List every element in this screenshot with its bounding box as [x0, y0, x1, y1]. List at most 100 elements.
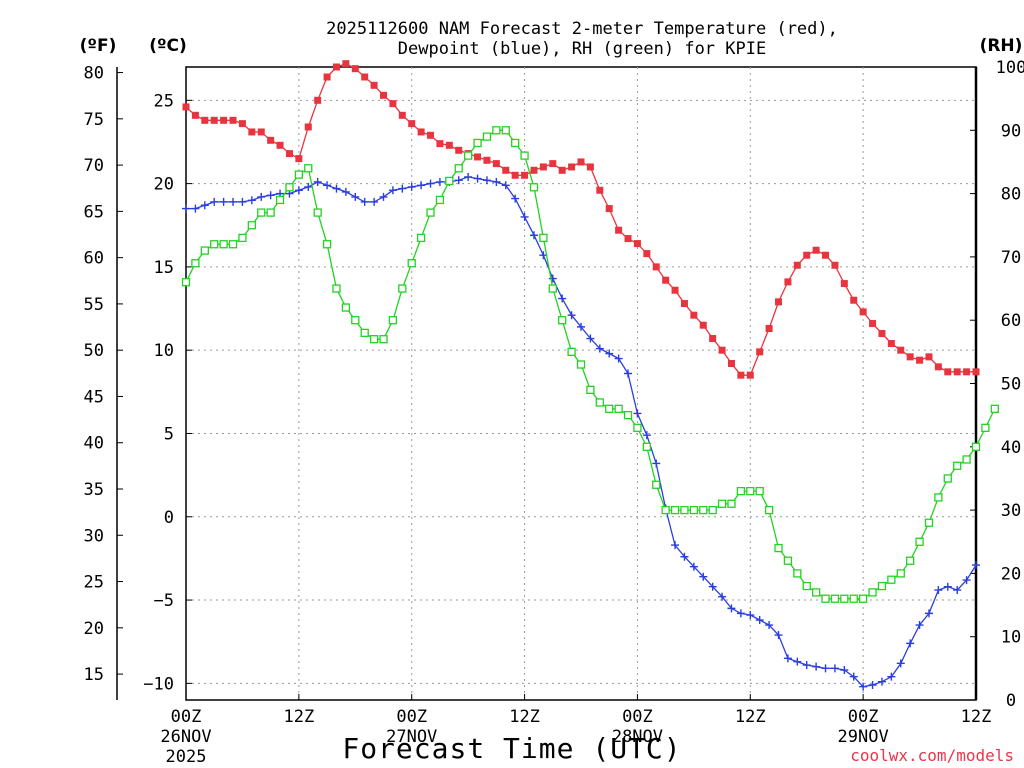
rh-point [200, 246, 209, 255]
rh-point [285, 183, 294, 192]
temperature-point [276, 141, 284, 149]
rh-point [821, 594, 830, 603]
series-layer [181, 60, 999, 691]
x-tick-label: 12Z [509, 707, 540, 727]
rh-point [783, 556, 793, 565]
rh-tick-label: 90 [1001, 121, 1021, 141]
rh-point [275, 195, 285, 205]
dewpoint-point [266, 191, 275, 200]
dewpoint-point [793, 657, 802, 666]
rh-point [868, 588, 877, 597]
fahrenheit-tick-label: 60 [84, 249, 104, 269]
temperature-point [765, 325, 773, 333]
rh-tick-label: 0 [1006, 691, 1016, 711]
dewpoint-point [868, 681, 877, 690]
dewpoint-point [332, 184, 341, 193]
temperature-point [850, 296, 858, 304]
rh-point [181, 278, 191, 287]
dewpoint-point [708, 582, 717, 591]
rh-point [849, 594, 858, 603]
dewpoint-point [407, 182, 416, 191]
x-date-label: 28NOV [612, 727, 663, 747]
temperature-point [972, 368, 980, 376]
dewpoint-point [821, 664, 830, 673]
rh-point [764, 505, 774, 515]
rh-point [670, 505, 680, 515]
rh-point [501, 126, 510, 135]
celsius-tick-label: 20 [154, 175, 174, 195]
rh-point [238, 233, 247, 243]
series-rh [181, 126, 999, 603]
dewpoint-point [313, 177, 322, 186]
rh-point [511, 138, 520, 148]
temperature-point [521, 171, 529, 179]
dewpoint-point [435, 177, 444, 186]
temperature-point [474, 153, 482, 161]
rh-point [896, 569, 905, 578]
dewpoint-point [417, 181, 426, 190]
temperature-point [793, 261, 801, 269]
temperature-point [295, 155, 303, 163]
temperature-point [586, 163, 594, 171]
rh-unit-label: (RH) [980, 36, 1023, 56]
dewpoint-point [718, 592, 727, 601]
temperature-point [615, 226, 623, 234]
rh-point [379, 335, 388, 344]
dewpoint-point [802, 661, 811, 670]
rh-point [435, 195, 445, 205]
fahrenheit-tick-label: 15 [84, 665, 104, 685]
dewpoint-point [727, 604, 736, 613]
temperature-point [427, 131, 435, 139]
rh-point [652, 480, 661, 489]
rh-point [962, 455, 971, 464]
dewpoint-point [341, 187, 350, 196]
rh-point [388, 316, 398, 325]
temperature-point [605, 205, 613, 213]
dewpoint-point [257, 192, 266, 201]
temperature-point [539, 163, 547, 171]
rh-point [605, 404, 614, 413]
dewpoint-point [454, 176, 463, 185]
temperature-point [201, 116, 209, 124]
series-2-meter-temperature [182, 60, 980, 379]
temperature-point [925, 353, 933, 361]
dewpoint-point [473, 174, 482, 183]
rh-point [558, 316, 567, 325]
temperature-point [285, 150, 293, 158]
dewpoint-point [699, 572, 708, 581]
temperature-point [859, 308, 867, 316]
rh-point [473, 138, 482, 148]
temperature-point [812, 246, 820, 254]
rh-point [802, 581, 811, 591]
rh-point [416, 233, 426, 243]
temperature-point [380, 91, 387, 99]
temperature-point [417, 128, 425, 136]
dewpoint-point [830, 664, 839, 673]
rh-point [727, 499, 736, 508]
x-date-label: 29NOV [838, 727, 889, 747]
temperature-point [492, 160, 500, 168]
dewpoint-point [887, 672, 896, 681]
temperature-point [699, 321, 707, 329]
fahrenheit-tick-label: 45 [84, 387, 104, 407]
temperature-point [916, 356, 924, 364]
temperature-point [746, 371, 754, 379]
temperature-point [182, 103, 190, 111]
dewpoint-point [812, 662, 821, 671]
temperature-point [238, 120, 246, 128]
rh-point [539, 233, 548, 243]
dewpoint-point [548, 274, 557, 283]
temperature-point [389, 100, 397, 108]
chart-title-line-2: Dewpoint (blue), RH (green) for KPIE [398, 39, 766, 59]
temperature-point [304, 123, 312, 131]
rh-point [990, 404, 999, 413]
rh-point [906, 556, 915, 565]
rh-point [934, 493, 943, 502]
rh-tick-label: 40 [1001, 438, 1021, 458]
dewpoint-point [972, 561, 980, 570]
x-tick-label: 00Z [848, 707, 879, 727]
dewpoint-point [511, 194, 520, 203]
dewpoint-point [680, 552, 689, 561]
